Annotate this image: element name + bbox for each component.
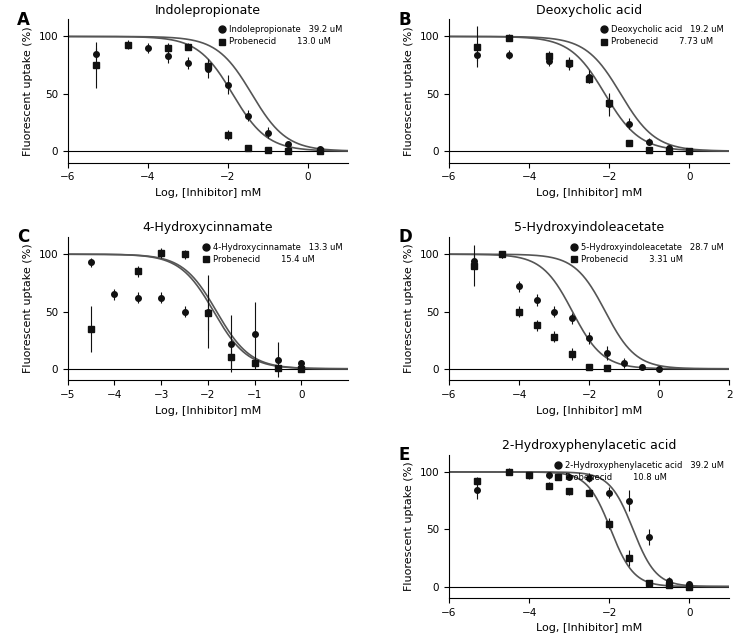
Title: Deoxycholic acid: Deoxycholic acid: [536, 4, 642, 17]
Title: Indolepropionate: Indolepropionate: [155, 4, 261, 17]
Y-axis label: Fluorescent uptake (%): Fluorescent uptake (%): [404, 244, 414, 374]
X-axis label: Log, [Inhibitor] mM: Log, [Inhibitor] mM: [536, 623, 642, 633]
Text: B: B: [399, 11, 411, 29]
Legend: 2-Hydroxyphenylacetic acid   39.2 uM, Probenecid        10.8 uM: 2-Hydroxyphenylacetic acid 39.2 uM, Prob…: [552, 459, 725, 484]
Title: 4-Hydroxycinnamate: 4-Hydroxycinnamate: [143, 221, 273, 235]
Y-axis label: Fluorescent uptake (%): Fluorescent uptake (%): [23, 244, 33, 374]
Text: C: C: [17, 228, 29, 246]
X-axis label: Log, [Inhibitor] mM: Log, [Inhibitor] mM: [155, 406, 261, 415]
Text: E: E: [399, 446, 410, 464]
X-axis label: Log, [Inhibitor] mM: Log, [Inhibitor] mM: [536, 406, 642, 415]
X-axis label: Log, [Inhibitor] mM: Log, [Inhibitor] mM: [536, 188, 642, 198]
Y-axis label: Fluorescent uptake (%): Fluorescent uptake (%): [23, 26, 33, 156]
Legend: 4-Hydroxycinnamate   13.3 uM, Probenecid        15.4 uM: 4-Hydroxycinnamate 13.3 uM, Probenecid 1…: [200, 241, 344, 266]
X-axis label: Log, [Inhibitor] mM: Log, [Inhibitor] mM: [155, 188, 261, 198]
Legend: 5-Hydroxyindoleacetate   28.7 uM, Probenecid        3.31 uM: 5-Hydroxyindoleacetate 28.7 uM, Probenec…: [569, 241, 725, 266]
Title: 5-Hydroxyindoleacetate: 5-Hydroxyindoleacetate: [514, 221, 664, 235]
Text: D: D: [399, 228, 412, 246]
Y-axis label: Fluorescent uptake (%): Fluorescent uptake (%): [404, 462, 414, 591]
Title: 2-Hydroxyphenylacetic acid: 2-Hydroxyphenylacetic acid: [502, 439, 677, 452]
Y-axis label: Fluorescent uptake (%): Fluorescent uptake (%): [404, 26, 414, 156]
Legend: Indolepropionate   39.2 uM, Probenecid        13.0 uM: Indolepropionate 39.2 uM, Probenecid 13.…: [217, 23, 344, 48]
Legend: Deoxycholic acid   19.2 uM, Probenecid        7.73 uM: Deoxycholic acid 19.2 uM, Probenecid 7.7…: [599, 23, 725, 48]
Text: A: A: [17, 11, 30, 29]
